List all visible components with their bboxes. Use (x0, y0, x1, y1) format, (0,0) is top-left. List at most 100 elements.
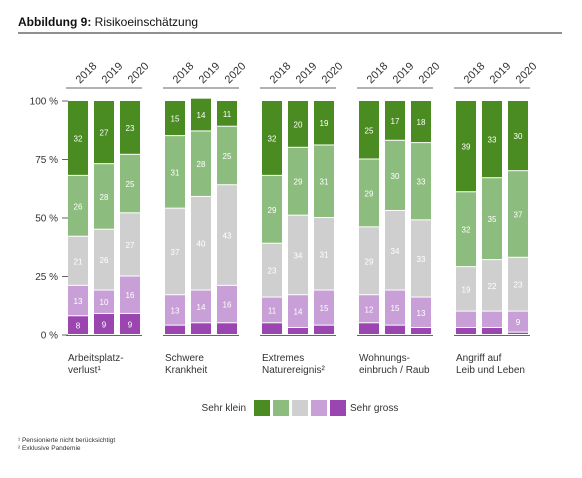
bar-segment (482, 311, 502, 327)
bar-segment (165, 295, 185, 325)
value-label: 29 (294, 178, 303, 187)
group-label: Krankheit (165, 365, 207, 376)
value-label: 22 (488, 282, 497, 291)
value-label: 32 (268, 134, 277, 143)
value-label: 33 (417, 255, 426, 264)
value-label: 9 (128, 320, 133, 329)
bar-segment (385, 101, 405, 140)
bar-segment (68, 316, 88, 334)
value-label: 43 (223, 232, 232, 241)
bar-segment (456, 327, 476, 334)
bar-segment (191, 196, 211, 290)
value-label: 25 (126, 180, 135, 189)
bar-segment (359, 227, 379, 295)
value-label: 31 (171, 168, 180, 177)
bar-segment (120, 276, 140, 313)
value-label: 14 (197, 111, 206, 120)
value-label: 15 (391, 304, 400, 313)
bar-segment (68, 236, 88, 285)
group-label: Naturereignis² (262, 365, 325, 376)
value-label: 37 (171, 248, 180, 257)
value-label: 40 (197, 240, 206, 249)
bar-segment (120, 313, 140, 334)
bar-segment (482, 178, 502, 260)
value-label: 31 (320, 178, 329, 187)
value-label: 19 (320, 119, 329, 128)
title-prefix: Abbildung 9: (18, 15, 91, 29)
bar-segment (385, 290, 405, 325)
bar-segment (68, 175, 88, 236)
chart-title: Abbildung 9: Risikoeinschätzung (18, 15, 198, 29)
value-label: 14 (294, 308, 303, 317)
value-label: 34 (391, 247, 400, 256)
value-label: 23 (514, 281, 523, 290)
value-label: 9 (102, 320, 107, 329)
legend-swatch (330, 400, 346, 416)
bar-segment (94, 164, 114, 229)
bar-segment (385, 325, 405, 334)
bar-segment (262, 101, 282, 175)
group-label: Angriff auf (456, 353, 502, 364)
value-label: 25 (365, 126, 374, 135)
bar-segment (288, 101, 308, 147)
value-label: 30 (514, 132, 523, 141)
value-label: 25 (223, 152, 232, 161)
value-label: 39 (462, 143, 471, 152)
bar-segment (165, 101, 185, 136)
bar-segment (217, 101, 237, 126)
group-label: Schwere (165, 353, 204, 364)
value-label: 18 (417, 118, 426, 127)
value-label: 9 (516, 318, 521, 327)
bar-segment (482, 327, 502, 334)
value-label: 33 (488, 136, 497, 145)
value-label: 27 (126, 241, 135, 250)
value-label: 23 (126, 124, 135, 133)
value-label: 14 (197, 303, 206, 312)
value-label: 34 (294, 251, 303, 260)
value-label: 35 (488, 215, 497, 224)
bar-segment (217, 323, 237, 334)
value-label: 29 (365, 189, 374, 198)
value-label: 29 (365, 257, 374, 266)
bar-segment (508, 311, 528, 332)
legend-swatch (311, 400, 327, 416)
value-label: 26 (100, 256, 109, 265)
bar-segment (288, 327, 308, 334)
value-label: 19 (462, 285, 471, 294)
value-label: 12 (365, 305, 374, 314)
bar-segment (191, 323, 211, 334)
footnote: ² Exklusive Pandemie (18, 445, 81, 452)
legend-swatch (292, 400, 308, 416)
legend-swatch (254, 400, 270, 416)
value-label: 32 (74, 134, 83, 143)
bar-segment (314, 325, 334, 334)
bar-segment (508, 101, 528, 171)
bar-segment (120, 154, 140, 213)
bar-segment (288, 147, 308, 215)
value-label: 11 (223, 110, 232, 119)
bar-segment (262, 297, 282, 323)
bar-segment (314, 218, 334, 290)
value-label: 30 (391, 172, 400, 181)
value-label: 8 (76, 322, 81, 331)
bar-segment (94, 229, 114, 290)
bar-segment (165, 208, 185, 295)
bar-segment (191, 98, 211, 131)
value-label: 26 (74, 202, 83, 211)
bar-segment (411, 101, 431, 143)
group-label: verlust¹ (68, 365, 101, 376)
bar-segment (482, 101, 502, 178)
value-label: 23 (268, 267, 277, 276)
value-label: 15 (171, 115, 180, 124)
value-label: 28 (100, 193, 109, 202)
value-label: 33 (417, 178, 426, 187)
bar-segment (385, 140, 405, 210)
value-label: 13 (171, 306, 180, 315)
bar-segment (314, 145, 334, 217)
bar-segment (456, 101, 476, 192)
bar-segment (217, 126, 237, 185)
bar-segment (262, 323, 282, 334)
value-label: 17 (391, 117, 400, 126)
bar-segment (94, 101, 114, 164)
